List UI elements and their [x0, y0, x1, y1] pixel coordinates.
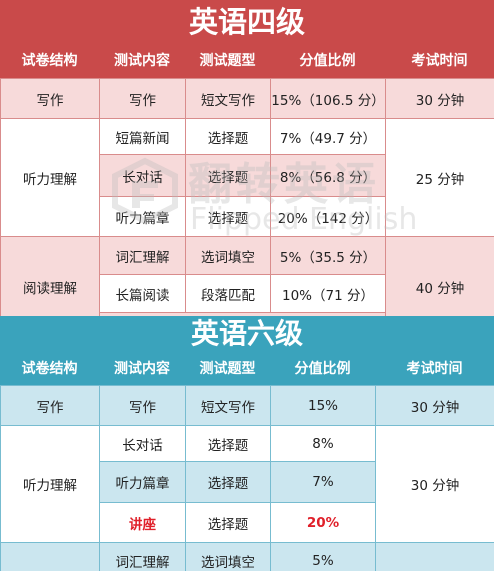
cet4-writing-time: 30 分钟	[385, 78, 494, 118]
cet6-reading-time	[375, 542, 494, 571]
cet4-listening-row-1-content: 短篇新闻	[99, 118, 185, 154]
cet6-reading-row-1-content: 词汇理解	[99, 542, 185, 571]
cet6-writing-section: 写作	[0, 385, 99, 425]
cet4-listening-time: 25 分钟	[385, 118, 494, 236]
cet4-header-ratio: 分值比例	[270, 42, 385, 78]
cet4-reading-time: 40 分钟	[385, 236, 494, 316]
cet4-reading-row-1-content: 词汇理解	[99, 236, 185, 274]
cet6-reading-row-1-ratio: 5%	[270, 542, 375, 571]
cet4-reading-section: 阅读理解	[0, 236, 99, 316]
cet6-reading-section	[0, 542, 99, 571]
cet6-listening-time: 30 分钟	[375, 425, 494, 542]
cet4-listening-section: 听力理解	[0, 118, 99, 236]
cet4-reading-row-2-ratio: 10%（71 分）	[270, 274, 385, 312]
cet4-title: 英语四级	[0, 0, 494, 42]
cet4-writing-type: 短文写作	[185, 78, 270, 118]
cet4-listening-row-3-content: 听力篇章	[99, 196, 185, 236]
cet4-listening-row-2-content: 长对话	[99, 154, 185, 196]
cet4-header-type: 测试题型	[185, 42, 270, 78]
cet4-listening-row-3-ratio: 20%（142 分）	[270, 196, 385, 236]
cet6-listening-row-2-type: 选择题	[185, 461, 270, 502]
cet4-reading-row-1-ratio: 5%（35.5 分）	[270, 236, 385, 274]
cet6-listening-row-3-content: 讲座	[99, 502, 185, 542]
cet6-writing-content: 写作	[99, 385, 185, 425]
cet6-listening-row-3-type: 选择题	[185, 502, 270, 542]
cet4-listening-row-1-type: 选择题	[185, 118, 270, 154]
cet6-writing-time: 30 分钟	[375, 385, 494, 425]
cet6-writing-type: 短文写作	[185, 385, 270, 425]
cet6-listening-row-1-ratio: 8%	[270, 425, 375, 461]
cet4-header-time: 考试时间	[385, 42, 494, 78]
cet4-header-structure: 试卷结构	[0, 42, 99, 78]
cet6-header-content: 测试内容	[99, 351, 185, 385]
cet6-listening-section: 听力理解	[0, 425, 99, 542]
cet4-writing-ratio: 15%（106.5 分）	[270, 78, 385, 118]
cet6-reading-row-1-type: 选词填空	[185, 542, 270, 571]
cet6-listening-row-3-ratio: 20%	[270, 502, 375, 542]
cet4-reading-row-1-type: 选词填空	[185, 236, 270, 274]
cet6-listening-row-2-ratio: 7%	[270, 461, 375, 502]
cet6-header-type: 测试题型	[185, 351, 270, 385]
cet6-header-time: 考试时间	[375, 351, 494, 385]
cet6-header-structure: 试卷结构	[0, 351, 99, 385]
cet4-listening-row-1-ratio: 7%（49.7 分）	[270, 118, 385, 154]
cet4-listening-row-2-type: 选择题	[185, 154, 270, 196]
cet4-header-content: 测试内容	[99, 42, 185, 78]
cet6-listening-row-1-content: 长对话	[99, 425, 185, 461]
cet4-writing-section: 写作	[0, 78, 99, 118]
cet6-header-ratio: 分值比例	[270, 351, 375, 385]
cet4-listening-row-3-type: 选择题	[185, 196, 270, 236]
cet6-table: 英语六级 试卷结构 测试内容 测试题型 分值比例 考试时间 写作 写作 短文写作…	[0, 316, 494, 571]
cet4-reading-row-2-type: 段落匹配	[185, 274, 270, 312]
cet6-listening-row-1-type: 选择题	[185, 425, 270, 461]
cet6-title: 英语六级	[0, 316, 494, 351]
cet4-listening-row-2-ratio: 8%（56.8 分）	[270, 154, 385, 196]
cet6-writing-ratio: 15%	[270, 385, 375, 425]
cet4-reading-row-2-content: 长篇阅读	[99, 274, 185, 312]
cet4-writing-content: 写作	[99, 78, 185, 118]
cet6-listening-row-2-content: 听力篇章	[99, 461, 185, 502]
cet4-reading-row-3-cutoff	[99, 312, 385, 316]
cet4-table: 英语四级 试卷结构 测试内容 测试题型 分值比例 考试时间 写作 写作 短文写作…	[0, 0, 494, 316]
